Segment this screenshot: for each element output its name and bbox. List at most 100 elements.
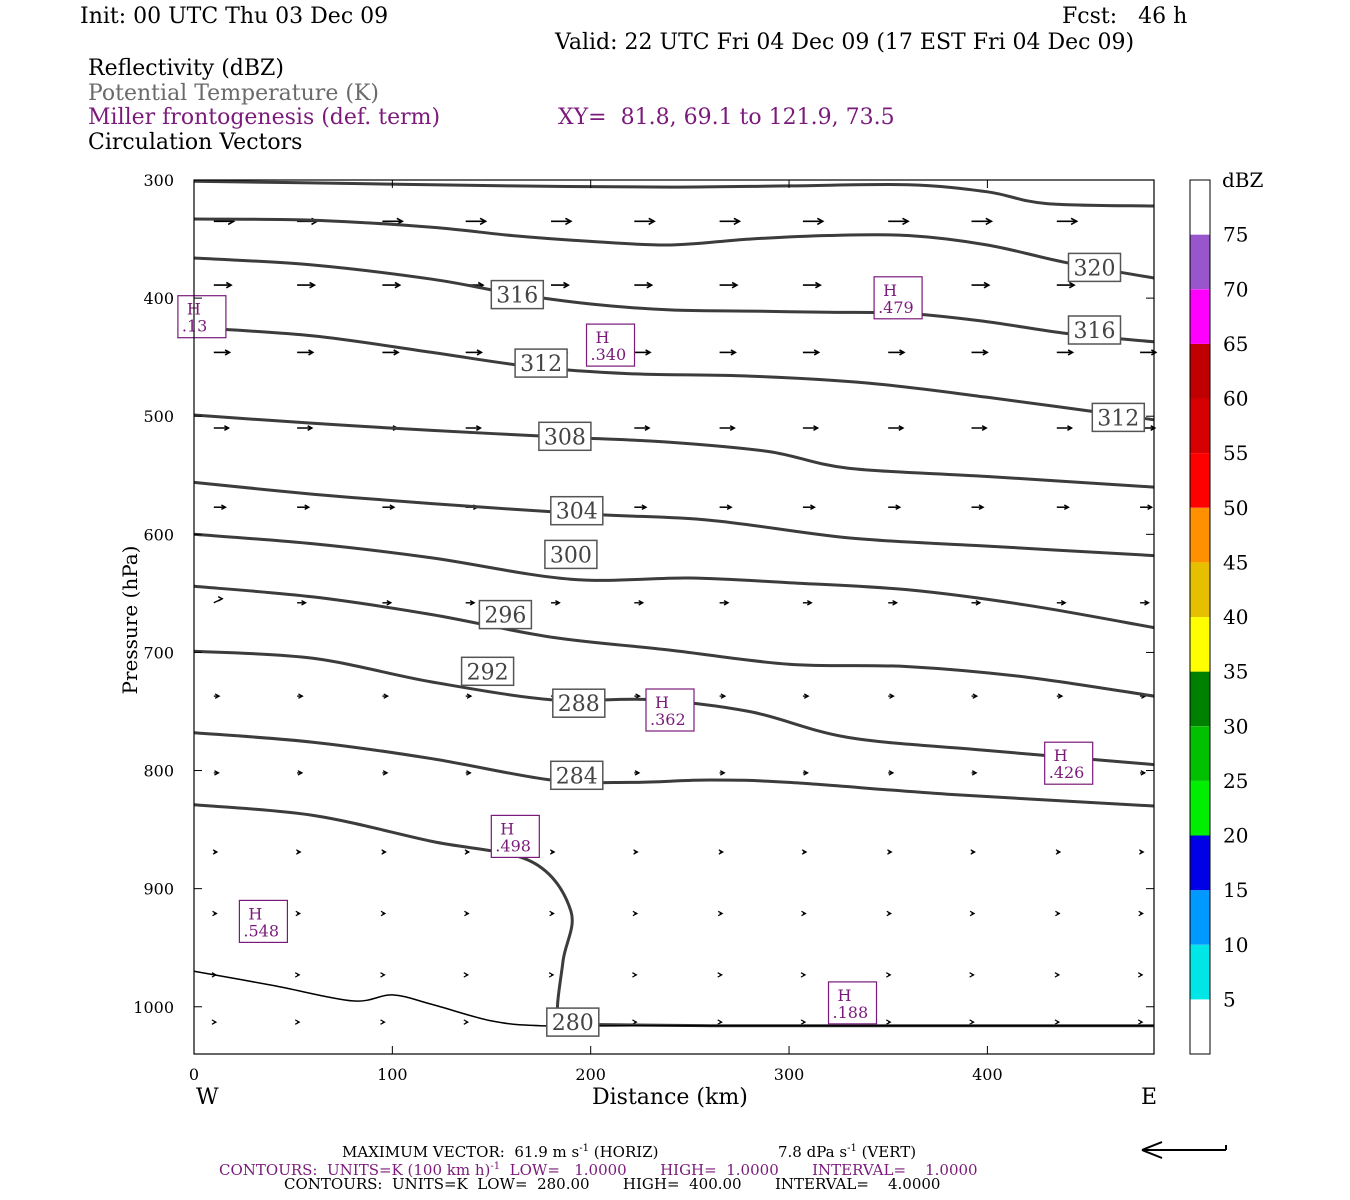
vector-arrowhead — [888, 770, 895, 776]
vector-arrowhead — [970, 849, 976, 855]
frontogenesis-box — [827, 981, 878, 1025]
vector-arrowhead — [887, 849, 893, 855]
vector-arrowhead — [982, 349, 989, 356]
frontogenesis-max-value: .426 — [1049, 763, 1085, 782]
vector-arrowhead — [801, 849, 808, 855]
vector-arrowhead — [479, 217, 488, 226]
theta-label: 312 — [520, 352, 562, 377]
vector-arrowhead — [815, 281, 822, 289]
vector-arrowhead — [969, 972, 975, 978]
y-tick-label: 400 — [143, 289, 174, 308]
theta-label: 316 — [496, 284, 538, 309]
vector-arrowhead — [214, 693, 221, 699]
colorbar-label: 15 — [1223, 878, 1248, 902]
vector-arrowhead — [464, 910, 470, 917]
frontogenesis-box — [490, 814, 540, 859]
vector-arrowhead — [224, 425, 231, 431]
vector-arrowhead — [380, 910, 387, 917]
init-time: Init: 00 UTC Thu 03 Dec 09 — [80, 4, 389, 29]
theta-label: 308 — [544, 425, 586, 450]
vector-arrowhead — [632, 972, 638, 978]
y-tick-label: 600 — [143, 525, 174, 544]
colorbar-bin — [1190, 289, 1210, 344]
vector-arrowhead — [800, 972, 807, 978]
vector-arrowhead — [221, 504, 227, 511]
vector-arrowhead — [475, 425, 482, 431]
y-tick-label: 700 — [143, 643, 174, 662]
colorbar-label: 25 — [1223, 769, 1248, 793]
vector-arrowhead — [380, 1019, 386, 1025]
theta-label: 304 — [556, 500, 598, 525]
theta-label-box — [550, 495, 604, 526]
frontogenesis-max-value: .188 — [833, 1003, 869, 1022]
vector-arrowhead — [307, 425, 314, 431]
vector-arrowhead — [1054, 972, 1061, 978]
vector-arrowhead — [466, 770, 472, 776]
theta-contour-280 — [193, 803, 1154, 1029]
vector-arrowhead — [969, 910, 976, 917]
theta-label-box — [478, 599, 533, 630]
vector-arrowhead — [729, 425, 736, 431]
vector-arrowhead — [466, 693, 473, 699]
vector-arrowhead — [463, 972, 470, 978]
vector-arrowhead — [1144, 599, 1150, 606]
field-frontogenesis: Miller frontogenesis (def. term) — [88, 105, 441, 130]
theta-contour-316 — [193, 217, 1155, 280]
y-tick-label: 800 — [143, 762, 174, 781]
colorbar-frame — [1189, 179, 1211, 1055]
colorbar-label: 30 — [1223, 714, 1248, 738]
frontogenesis-max-value: .548 — [243, 921, 279, 940]
vector-arrowhead — [211, 1019, 218, 1025]
vector-arrowhead — [389, 504, 396, 511]
vector-arrowhead — [1067, 349, 1075, 356]
vector-arrowhead — [723, 599, 730, 606]
vector-arrowhead — [813, 425, 820, 431]
reference-vector-icon — [1141, 1141, 1227, 1159]
field-potential-temperature: Potential Temperature (K) — [88, 81, 379, 106]
footer-max-vector-vert: 7.8 dPa s-1 (VERT) — [778, 1143, 917, 1161]
theta-label: 296 — [484, 604, 526, 629]
axes-layer: 300 400 500 600 700 800 900 1000 0 100 200 300 400 — [133, 171, 1155, 1084]
vector-arrowhead — [1140, 770, 1147, 776]
theta-label: 320 — [1074, 256, 1116, 281]
theta-label: 292 — [467, 660, 509, 685]
colorbar-layer: 5 10 15 20 25 30 35 40 45 50 55 60 65 70 75 — [1189, 179, 1248, 1055]
vector-arrowhead — [1067, 425, 1074, 431]
vector-arrowhead — [549, 849, 556, 855]
vector-arrowhead — [717, 972, 723, 978]
theta-label-box — [514, 348, 568, 378]
colorbar-bin — [1190, 507, 1210, 563]
theta-label-box — [538, 421, 592, 452]
vector-arrowhead — [635, 693, 641, 699]
colorbar-label: 35 — [1223, 660, 1248, 684]
vector-arrowhead — [806, 599, 813, 606]
vector-arrowhead — [720, 693, 727, 699]
vector-arrowhead — [813, 349, 821, 356]
vector-arrowhead — [895, 504, 902, 511]
colorbar-label: 40 — [1223, 605, 1248, 629]
colorbar-bin — [1190, 562, 1210, 617]
x-tick-label: 100 — [377, 1065, 408, 1084]
vector-arrowhead — [393, 349, 400, 356]
y-tick-label: 300 — [143, 171, 174, 190]
theta-label-box — [546, 1007, 600, 1037]
vector-arrowhead — [899, 349, 906, 356]
frontogenesis-max-label: H — [500, 819, 514, 838]
vector-arrowhead — [298, 693, 304, 699]
forecast-hour: Fcst: 46 h — [1062, 4, 1188, 29]
vector-arrowhead — [803, 693, 810, 699]
field-reflectivity: Reflectivity (dBZ) — [88, 56, 284, 81]
vector-arrowhead — [800, 1019, 807, 1025]
y-axis-title: Pressure (hPa) — [118, 545, 142, 695]
colorbar-bin — [1190, 617, 1210, 672]
colorbar-label: 20 — [1223, 824, 1248, 848]
cross-section-endpoints: XY= 81.8, 69.1 to 121.9, 73.5 — [558, 105, 895, 130]
colorbar-bin — [1190, 234, 1210, 290]
vector-arrowhead — [555, 599, 561, 606]
vector-arrowhead — [224, 349, 232, 356]
theta-label-box — [550, 760, 604, 791]
x-axis-right-end: E — [1141, 1085, 1158, 1110]
footer-theta-contours: CONTOURS: UNITS=K LOW= 280.00 HIGH= 400.… — [284, 1175, 941, 1193]
colorbar-label: 10 — [1223, 933, 1248, 957]
